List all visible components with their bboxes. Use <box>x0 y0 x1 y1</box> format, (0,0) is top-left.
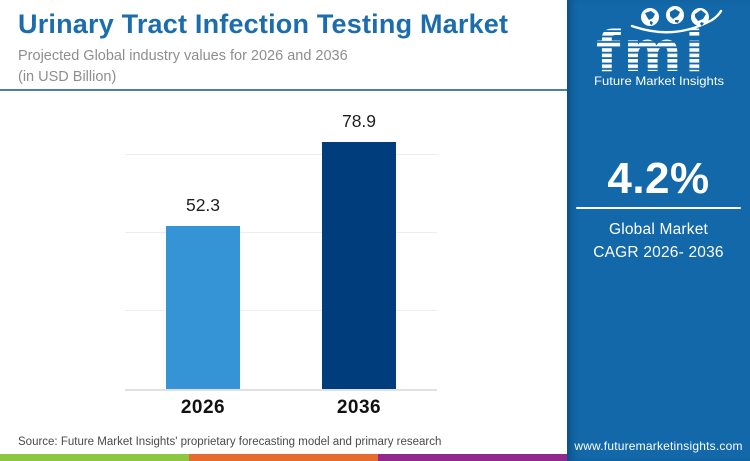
main-panel: Urinary Tract Infection Testing Market P… <box>0 0 567 461</box>
strip-segment-orange <box>189 454 378 461</box>
globe-europe-icon <box>665 6 684 24</box>
x-axis-baseline <box>125 389 437 391</box>
subtitle-line-1: Projected Global industry values for 202… <box>18 47 348 64</box>
cagr-label-line-1: Global Market <box>608 221 709 238</box>
footer-color-strip <box>0 454 567 461</box>
fmi-logo-caption: Future Market Insights <box>594 74 724 88</box>
cagr-label-line-2: CAGR 2026- 2036 <box>593 244 724 262</box>
cagr-value: 4.2% <box>607 154 710 203</box>
globe-americas-icon <box>640 8 659 26</box>
subtitle-line-2: (in USD Billion) <box>18 68 117 85</box>
page-subtitle: Projected Global industry values for 202… <box>18 46 559 88</box>
gridline <box>125 309 437 311</box>
logo-swoosh-icon <box>630 9 722 34</box>
cagr-label: Global Market CAGR 2026- 2036 <box>567 218 750 265</box>
page-title: Urinary Tract Infection Testing Market <box>18 9 509 39</box>
bar-value-label-2026: 52.3 <box>185 194 221 215</box>
bar-group-2026: 52.3 2026 <box>125 139 281 418</box>
bar-value-label-2036: 78.9 <box>341 111 377 132</box>
cagr-divider <box>576 207 741 209</box>
x-axis-label-2036: 2036 <box>336 397 382 418</box>
bar-plot: 52.3 2026 78.9 2036 <box>125 111 437 418</box>
header-divider <box>0 89 567 91</box>
x-axis-label-2026: 2026 <box>180 397 226 418</box>
gridline <box>125 231 437 233</box>
strip-segment-purple <box>378 454 567 461</box>
sidebar: fmi Future Market Insights 4.2% <box>567 0 750 461</box>
strip-segment-green <box>0 454 189 461</box>
bar-2026 <box>166 225 240 389</box>
globe-asia-pacific-icon <box>690 8 709 26</box>
fmi-logo: fmi Future Market Insights <box>594 6 724 88</box>
website-link[interactable]: www.futuremarketinsights.com <box>574 439 743 453</box>
bar-2036 <box>322 142 396 389</box>
gridline <box>125 153 437 155</box>
bar-group-2036: 78.9 2036 <box>281 111 437 418</box>
header: Urinary Tract Infection Testing Market P… <box>0 0 567 88</box>
source-note: Source: Future Market Insights' propriet… <box>18 436 442 448</box>
